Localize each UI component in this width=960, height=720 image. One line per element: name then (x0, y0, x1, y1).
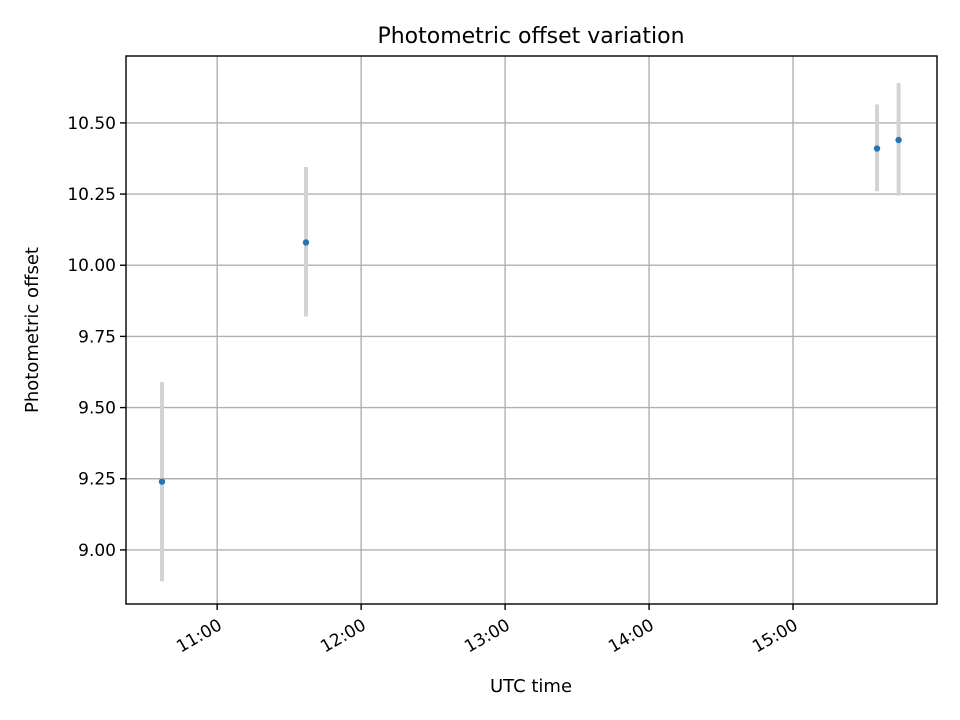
x-tick-label: 12:00 (317, 615, 369, 657)
data-point (873, 145, 881, 152)
y-tick-label: 9.75 (78, 327, 116, 347)
y-tick-label: 10.00 (67, 256, 116, 276)
y-tick-label: 10.50 (67, 114, 116, 134)
chart-title: Photometric offset variation (377, 24, 684, 49)
grid-lines (126, 56, 937, 604)
y-tick-label: 9.00 (78, 541, 116, 561)
y-tick-label: 9.50 (78, 399, 116, 419)
x-axis-label: UTC time (490, 676, 572, 697)
error-bars (159, 83, 901, 582)
y-tick-label: 9.25 (78, 470, 116, 490)
data-point (895, 136, 902, 144)
x-tick-label: 15:00 (749, 615, 801, 657)
data-point (158, 478, 166, 485)
x-tick-label: 14:00 (605, 615, 657, 657)
x-tick-label: 11:00 (173, 615, 225, 657)
x-tick-label: 13:00 (461, 615, 513, 657)
plot-frame (125, 55, 938, 605)
y-axis-label: Photometric offset (22, 247, 43, 413)
data-point (302, 239, 310, 246)
data-points (158, 136, 902, 485)
axis-ticks (120, 122, 794, 610)
y-tick-label: 10.25 (67, 185, 116, 205)
